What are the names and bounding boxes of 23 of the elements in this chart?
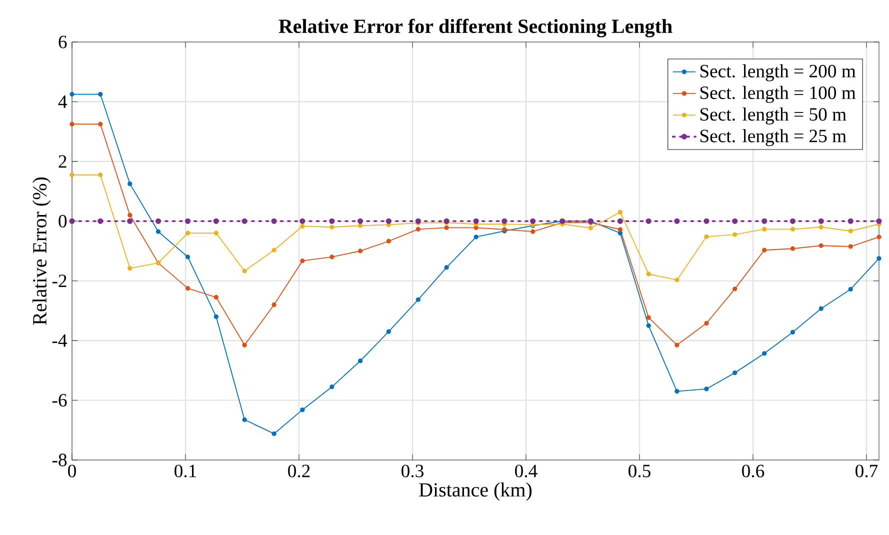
y-tick-label: -4 [52, 334, 68, 347]
x-tick-label: 0.1 [174, 464, 196, 478]
x-axis-title: Distance (km) [419, 482, 532, 501]
y-tick-label: 0 [58, 214, 67, 228]
y-tick-label: 4 [58, 96, 68, 108]
y-tick-label: -2 [52, 274, 66, 288]
y-tick-label: 6 [58, 36, 67, 48]
x-tick-label: 0.7 [856, 464, 878, 478]
x-tick-label: 0 [68, 464, 76, 478]
y-tick-label: 2 [58, 155, 66, 168]
x-tick-label: 0.2 [288, 464, 310, 478]
x-tick-label: 0.3 [402, 464, 424, 478]
legend-label: Sect. length = 50 m [700, 108, 846, 125]
chart-title: Relative Error for different Sectioning Length [278, 18, 672, 38]
y-tick-label: -6 [52, 394, 67, 407]
x-tick-label: 0.4 [515, 464, 538, 478]
x-tick-label: 0.6 [742, 464, 764, 478]
y-axis-title: Relative Error (%) [32, 177, 51, 325]
legend-label: Sect. length = 25 m [700, 129, 846, 146]
y-tick-label: -8 [52, 454, 67, 466]
x-tick-label: 0.5 [628, 464, 650, 478]
legend-label: Sect. length = 100 m [700, 86, 856, 103]
legend-label: Sect. length = 200 m [700, 64, 856, 82]
